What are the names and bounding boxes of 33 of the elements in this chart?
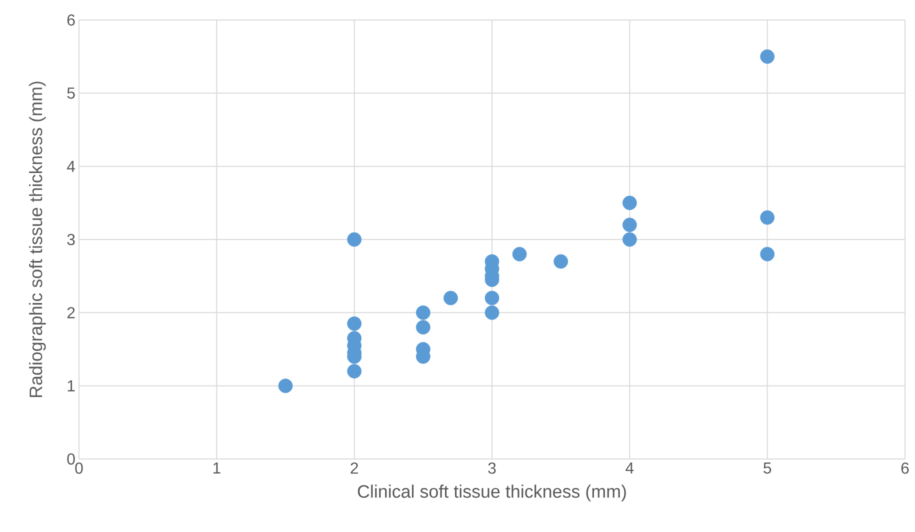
y-tick-label: 0: [67, 453, 75, 465]
y-tick-label: 3: [67, 234, 75, 246]
x-tick-label: 2: [350, 462, 358, 474]
point: [444, 290, 458, 306]
point: [347, 232, 362, 247]
y-tick-label: 1: [68, 380, 75, 392]
point: [484, 290, 500, 306]
point: [416, 320, 430, 334]
y-tick-label: 4: [66, 160, 76, 172]
point: [347, 316, 362, 331]
point: [760, 49, 775, 64]
x-tick-label: 0: [75, 462, 83, 474]
point: [622, 218, 637, 232]
point: [554, 254, 568, 269]
y-axis-title: Radiographic soft tissue thickness (mm): [29, 82, 46, 397]
x-tick-label: 6: [901, 462, 909, 474]
y-tick-label: 6: [67, 14, 75, 26]
point: [278, 378, 293, 394]
y-tick-label: 5: [67, 88, 75, 99]
point: [622, 232, 637, 247]
point: [512, 246, 527, 262]
x-tick-label: 1: [213, 462, 220, 474]
point: [347, 364, 362, 378]
point: [416, 305, 430, 320]
point: [760, 246, 775, 262]
point: [484, 305, 500, 320]
x-axis-title: Clinical soft tissue thickness (mm): [358, 484, 626, 502]
point: [622, 196, 637, 210]
y-tick-label: 2: [67, 307, 75, 318]
x-tick-label: 5: [764, 462, 772, 474]
x-tick-label: 4: [626, 462, 634, 474]
x-tick-label: 3: [488, 462, 496, 474]
point: [760, 210, 775, 225]
